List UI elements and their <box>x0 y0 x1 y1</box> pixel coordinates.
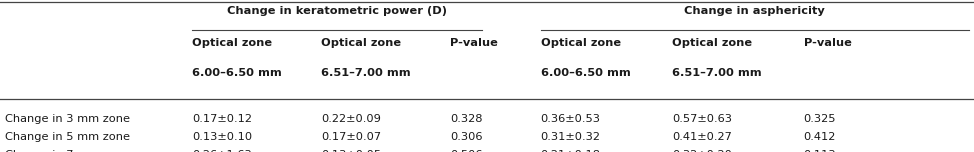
Text: 6.51–7.00 mm: 6.51–7.00 mm <box>672 68 762 78</box>
Text: Optical zone: Optical zone <box>541 38 620 48</box>
Text: 0.22±0.09: 0.22±0.09 <box>321 114 381 124</box>
Text: 6.00–6.50 mm: 6.00–6.50 mm <box>192 68 281 78</box>
Text: P-value: P-value <box>450 38 498 48</box>
Text: 0.21±0.18: 0.21±0.18 <box>541 150 601 152</box>
Text: 0.328: 0.328 <box>450 114 482 124</box>
Text: 0.412: 0.412 <box>804 132 836 142</box>
Text: 6.51–7.00 mm: 6.51–7.00 mm <box>321 68 411 78</box>
Text: Change in 5 mm zone: Change in 5 mm zone <box>5 132 130 142</box>
Text: Change in 7 mm zone: Change in 7 mm zone <box>5 150 130 152</box>
Text: 6.00–6.50 mm: 6.00–6.50 mm <box>541 68 630 78</box>
Text: 0.113: 0.113 <box>804 150 836 152</box>
Text: 0.41±0.27: 0.41±0.27 <box>672 132 731 142</box>
Text: 0.306: 0.306 <box>450 132 482 142</box>
Text: 0.36±0.53: 0.36±0.53 <box>541 114 601 124</box>
Text: 0.506: 0.506 <box>450 150 482 152</box>
Text: 0.57±0.63: 0.57±0.63 <box>672 114 732 124</box>
Text: P-value: P-value <box>804 38 851 48</box>
Text: 0.13±0.10: 0.13±0.10 <box>192 132 252 142</box>
Text: Optical zone: Optical zone <box>192 38 272 48</box>
Text: Optical zone: Optical zone <box>672 38 752 48</box>
Text: Optical zone: Optical zone <box>321 38 401 48</box>
Text: 0.13±0.05: 0.13±0.05 <box>321 150 382 152</box>
Text: 0.325: 0.325 <box>804 114 836 124</box>
Text: Change in asphericity: Change in asphericity <box>685 6 825 16</box>
Text: 0.32±0.20: 0.32±0.20 <box>672 150 731 152</box>
Text: 0.26±1.63: 0.26±1.63 <box>192 150 251 152</box>
Text: 0.31±0.32: 0.31±0.32 <box>541 132 601 142</box>
Text: Change in keratometric power (D): Change in keratometric power (D) <box>227 6 447 16</box>
Text: 0.17±0.12: 0.17±0.12 <box>192 114 252 124</box>
Text: 0.17±0.07: 0.17±0.07 <box>321 132 382 142</box>
Text: Change in 3 mm zone: Change in 3 mm zone <box>5 114 130 124</box>
